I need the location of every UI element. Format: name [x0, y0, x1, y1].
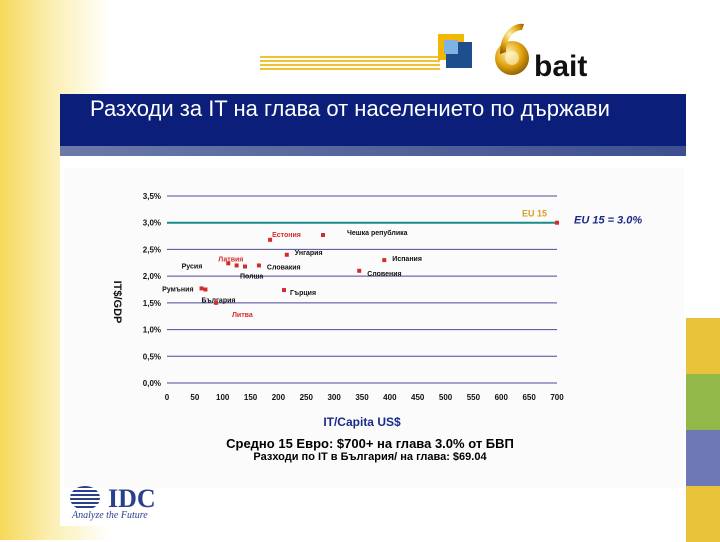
- bait-logo-icon: [495, 23, 529, 75]
- data-point: [226, 261, 231, 266]
- data-point-label: Румъния: [162, 286, 193, 293]
- y-axis-label: IT$/GDP: [111, 281, 123, 324]
- y-tick-label: 2,5%: [143, 245, 161, 254]
- data-point-label: Гърция: [290, 290, 316, 297]
- idc-globe-icon: [70, 486, 100, 510]
- data-point-label: Словакия: [267, 264, 301, 271]
- idc-logo-text: IDC: [108, 484, 156, 513]
- x-tick-label: 500: [439, 393, 453, 402]
- data-point: [214, 300, 219, 305]
- x-tick-label: 250: [300, 393, 314, 402]
- y-tick-label: 0,5%: [143, 352, 161, 361]
- data-point-label: България: [201, 298, 235, 305]
- summary-line-1: Средно 15 Евро: $700+ на глава 3.0% от Б…: [226, 436, 514, 451]
- data-point-label: Испания: [392, 256, 422, 263]
- data-point: [282, 288, 286, 293]
- data-point-label: Естония: [272, 232, 301, 239]
- x-tick-label: 200: [272, 393, 286, 402]
- eu15-reference-label: EU 15 = 3.0%: [574, 215, 642, 227]
- data-point-label: Русия: [182, 263, 203, 270]
- data-point: [357, 268, 362, 273]
- x-tick-label: 350: [355, 393, 369, 402]
- data-point: [234, 263, 239, 268]
- y-tick-label: 0,0%: [143, 379, 161, 388]
- right-square-strip: [686, 94, 720, 542]
- y-tick-label: 3,5%: [143, 192, 161, 201]
- x-tick-label: 150: [244, 393, 258, 402]
- idc-logo: IDC Analyze the Future: [70, 484, 210, 524]
- data-point-label: Полша: [240, 274, 263, 281]
- x-tick-label: 650: [522, 393, 536, 402]
- x-tick-label: 50: [190, 393, 199, 402]
- data-point: [256, 263, 261, 268]
- data-point-label: EU 15: [522, 209, 547, 219]
- bait-logo-text: bait: [534, 50, 588, 83]
- x-tick-label: 700: [550, 393, 564, 402]
- idc-tagline: Analyze the Future: [72, 510, 148, 521]
- data-point-label: Чешка република: [347, 229, 408, 237]
- x-tick-label: 0: [165, 393, 170, 402]
- x-tick-label: 300: [327, 393, 341, 402]
- y-tick-label: 2,0%: [143, 272, 161, 281]
- y-tick-label: 1,0%: [143, 326, 161, 335]
- x-axis-label: IT/Capita US$: [323, 415, 401, 429]
- data-point: [382, 258, 387, 263]
- summary-block: Средно 15 Евро: $700+ на глава 3.0% от Б…: [170, 436, 570, 464]
- summary-line-2: Разходи по IT в България/ на глава: $69.…: [253, 451, 487, 463]
- data-point: [321, 233, 325, 238]
- x-tick-label: 600: [495, 393, 509, 402]
- logo-square-icon: [438, 34, 474, 70]
- data-point: [555, 220, 559, 225]
- data-point: [268, 237, 273, 242]
- y-tick-label: 1,5%: [143, 299, 161, 308]
- x-tick-label: 550: [467, 393, 481, 402]
- x-tick-label: 400: [383, 393, 397, 402]
- data-point: [203, 287, 208, 292]
- title-band: Разходи за IT на глава от населението по…: [60, 94, 686, 156]
- data-point-label: Латвия: [218, 256, 243, 263]
- data-point-label: Литва: [232, 312, 253, 319]
- x-tick-label: 450: [411, 393, 425, 402]
- x-tick-label: 100: [216, 393, 230, 402]
- data-point-label: Словения: [367, 271, 401, 278]
- title-underline-decoration: [60, 146, 686, 156]
- y-tick-label: 3,0%: [143, 219, 161, 228]
- logo-stripes-decoration: [260, 56, 440, 70]
- data-point: [284, 252, 289, 257]
- slide-title: Разходи за IT на глава от населението по…: [90, 96, 610, 121]
- chart-background: [64, 168, 684, 488]
- data-point-label: Унгария: [295, 250, 323, 257]
- data-point: [199, 286, 204, 291]
- data-point: [243, 264, 247, 269]
